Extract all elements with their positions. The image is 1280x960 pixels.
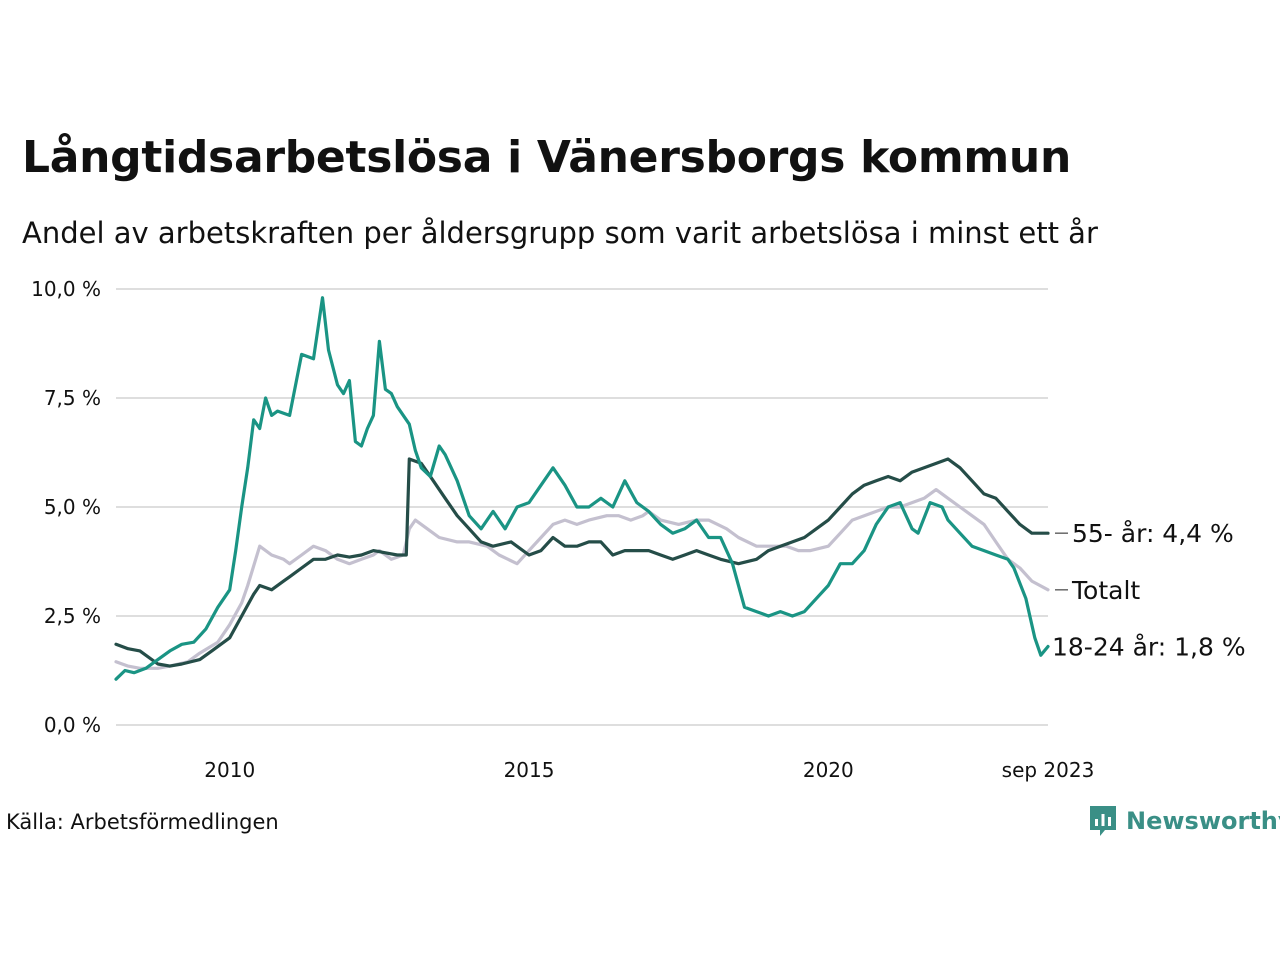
brand-name: Newsworthy (1126, 807, 1280, 835)
x-tick-label: 2015 (504, 758, 555, 782)
series-line-youth (114, 296, 1050, 681)
y-tick-label: 7,5 % (44, 386, 101, 410)
y-tick-label: 2,5 % (44, 604, 101, 628)
series-line-total (114, 488, 1050, 670)
y-tick-label: 10,0 % (31, 277, 101, 301)
series-line-senior (114, 457, 1050, 668)
end-label-senior: 55- år: 4,4 % (1072, 519, 1234, 548)
end-label-layer: Totalt 55- år: 4,4 % 18-24 år: 1,8 % (1052, 519, 1246, 661)
page-title: Långtidsarbetslösa i Vänersborgs kommun (22, 132, 1071, 183)
y-axis: 0,0 % 2,5 % 5,0 % 7,5 % 10,0 % (31, 277, 101, 737)
y-tick-label: 5,0 % (44, 495, 101, 519)
newsworthy-logo-icon (1090, 806, 1116, 836)
y-tick-label: 0,0 % (44, 713, 101, 737)
x-axis: 2010 2015 2020 sep 2023 (204, 758, 1094, 782)
source-note: Källa: Arbetsförmedlingen (6, 810, 279, 834)
brand-logo[interactable]: Newsworthy (1088, 804, 1280, 838)
end-label-total: Totalt (1071, 576, 1140, 605)
page-subtitle: Andel av arbetskraften per åldersgrupp s… (22, 216, 1098, 250)
series-layer (114, 296, 1050, 681)
x-tick-label: 2020 (803, 758, 854, 782)
x-tick-label: sep 2023 (1002, 758, 1095, 782)
x-tick-label: 2010 (204, 758, 255, 782)
end-label-youth: 18-24 år: 1,8 % (1052, 633, 1246, 662)
